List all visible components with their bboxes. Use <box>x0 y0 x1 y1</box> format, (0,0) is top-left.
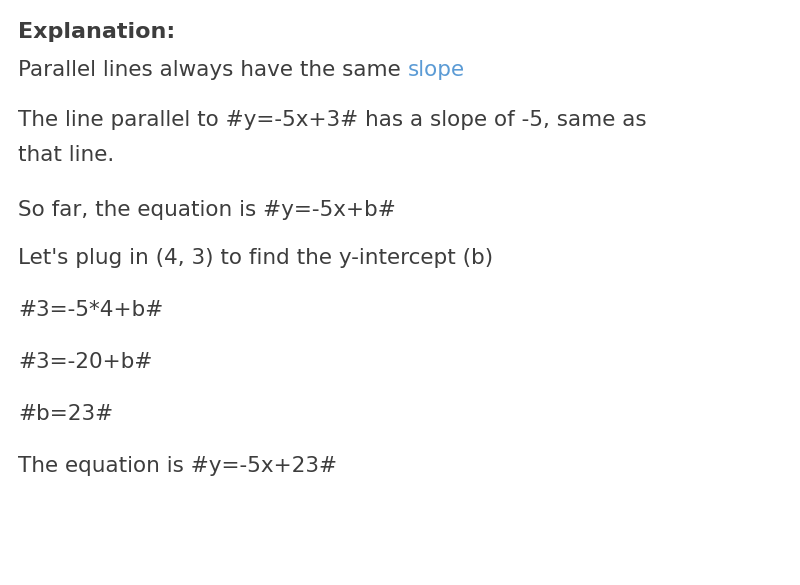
Text: slope: slope <box>408 60 465 80</box>
Text: Parallel lines always have the same: Parallel lines always have the same <box>18 60 408 80</box>
Text: #3=-5*4+b#: #3=-5*4+b# <box>18 300 163 320</box>
Text: Explanation:: Explanation: <box>18 22 175 42</box>
Text: So far, the equation is #y=-5x+b#: So far, the equation is #y=-5x+b# <box>18 200 396 220</box>
Text: that line.: that line. <box>18 145 114 165</box>
Text: The equation is #y=-5x+23#: The equation is #y=-5x+23# <box>18 456 337 476</box>
Text: The line parallel to #y=-5x+3# has a slope of -5, same as: The line parallel to #y=-5x+3# has a slo… <box>18 110 646 130</box>
Text: #3=-20+b#: #3=-20+b# <box>18 352 152 372</box>
Text: #b=23#: #b=23# <box>18 404 113 424</box>
Text: Let's plug in (4, 3) to find the y-intercept (b): Let's plug in (4, 3) to find the y-inter… <box>18 248 493 268</box>
